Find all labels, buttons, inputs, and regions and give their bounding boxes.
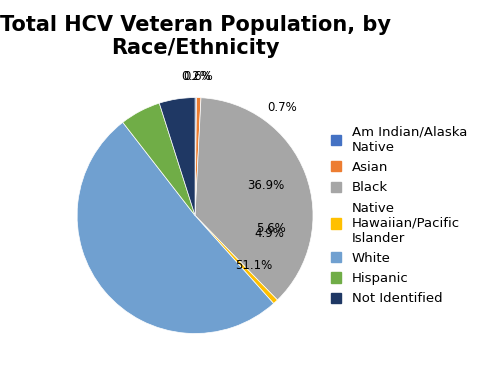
Text: 4.9%: 4.9%	[254, 228, 285, 240]
Wedge shape	[195, 98, 313, 300]
Text: 0.7%: 0.7%	[268, 101, 298, 114]
Wedge shape	[195, 98, 196, 215]
Text: 5.6%: 5.6%	[256, 222, 286, 235]
Title: Total HCV Veteran Population, by
Race/Ethnicity: Total HCV Veteran Population, by Race/Et…	[0, 15, 391, 58]
Wedge shape	[159, 98, 195, 215]
Wedge shape	[77, 122, 274, 333]
Text: 36.9%: 36.9%	[247, 179, 284, 192]
Wedge shape	[123, 103, 195, 215]
Text: 51.1%: 51.1%	[235, 259, 272, 272]
Text: 0.6%: 0.6%	[183, 70, 213, 83]
Text: 0.2%: 0.2%	[181, 70, 211, 83]
Wedge shape	[195, 215, 277, 304]
Wedge shape	[195, 98, 201, 215]
Legend: Am Indian/Alaska
Native, Asian, Black, Native
Hawaiian/Pacific
Islander, White, : Am Indian/Alaska Native, Asian, Black, N…	[325, 121, 472, 311]
